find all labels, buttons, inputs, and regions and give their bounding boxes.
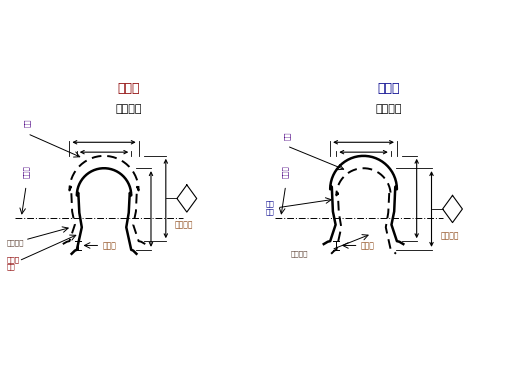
- Text: 齿高相同: 齿高相同: [441, 231, 459, 240]
- Text: 齿厚变薄: 齿厚变薄: [115, 104, 142, 114]
- Text: 分度圆: 分度圆: [282, 165, 289, 178]
- Text: 标准齿轮: 标准齿轮: [291, 250, 308, 257]
- Text: 分度圆: 分度圆: [23, 165, 29, 178]
- Text: 齿厚变厚: 齿厚变厚: [375, 104, 402, 114]
- Text: 负变位: 负变位: [117, 82, 140, 95]
- Text: 安位量: 安位量: [103, 241, 117, 250]
- Text: 标准齿轮: 标准齿轮: [6, 239, 24, 246]
- Text: 正变位: 正变位: [377, 82, 400, 95]
- Text: 顶圆: 顶圆: [284, 131, 290, 140]
- Text: 负变位
齿轮: 负变位 齿轮: [6, 256, 20, 270]
- Text: 顶圆: 顶圆: [24, 119, 31, 127]
- Text: 安位量: 安位量: [361, 241, 375, 250]
- Text: 变位
齿轮: 变位 齿轮: [266, 201, 275, 215]
- Text: 齿高相同: 齿高相同: [175, 221, 193, 230]
